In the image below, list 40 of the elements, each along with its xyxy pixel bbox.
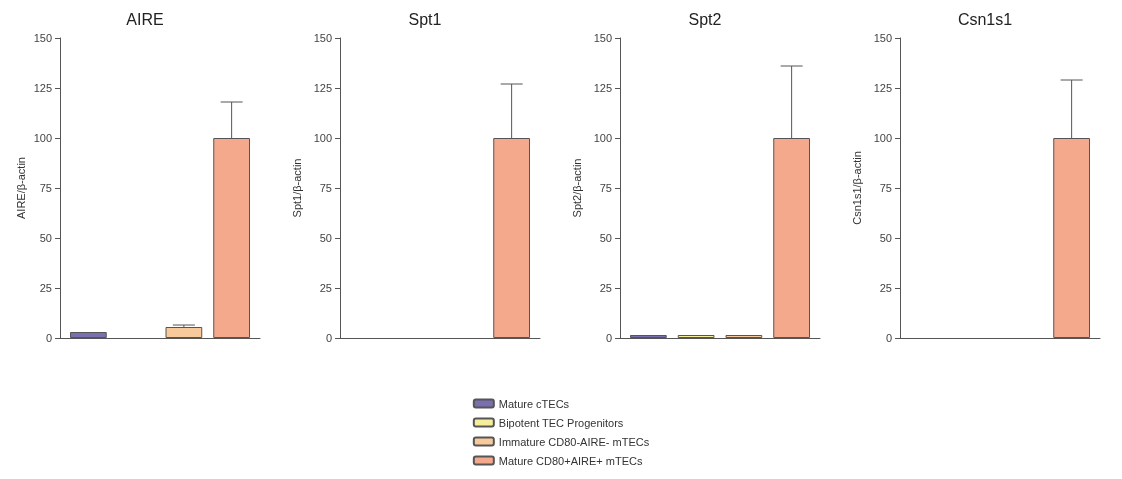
- y-tick-label: 25: [39, 282, 52, 294]
- legend-label: Mature cTECs: [498, 397, 570, 410]
- y-tick-label: 50: [599, 232, 612, 244]
- y-tick-label: 125: [873, 82, 892, 94]
- y-axis-title: AIRE/β-actin: [14, 157, 27, 219]
- y-tick-label: 0: [605, 332, 612, 344]
- chart-title: Spt1: [408, 10, 442, 28]
- y-tick-label: 150: [873, 32, 892, 44]
- y-tick-label: 75: [879, 182, 892, 194]
- y-tick-label: 25: [319, 282, 332, 294]
- legend-label: Bipotent TEC Progenitors: [498, 416, 624, 429]
- y-tick-label: 75: [319, 182, 332, 194]
- y-tick-label: 150: [313, 32, 332, 44]
- legend-label: Mature CD80+AIRE+ mTECs: [498, 454, 643, 467]
- y-axis-title: Csn1s1/β-actin: [851, 151, 864, 225]
- y-tick-label: 100: [873, 132, 892, 144]
- y-tick-label: 125: [313, 82, 332, 94]
- y-axis-title: Spt2/β-actin: [571, 158, 584, 218]
- y-tick-label: 0: [325, 332, 332, 344]
- y-tick-label: 150: [593, 32, 612, 44]
- y-tick-label: 0: [885, 332, 892, 344]
- chart-title: AIRE: [126, 10, 164, 28]
- y-tick-label: 75: [599, 182, 612, 194]
- chart-title: Spt2: [688, 10, 722, 28]
- y-axis-title: Spt1/β-actin: [291, 158, 304, 218]
- y-tick-label: 150: [33, 32, 52, 44]
- y-tick-label: 100: [313, 132, 332, 144]
- y-tick-label: 125: [33, 82, 52, 94]
- y-tick-label: 50: [319, 232, 332, 244]
- y-tick-label: 75: [39, 182, 52, 194]
- legend-label: Immature CD80-AIRE- mTECs: [498, 435, 650, 448]
- y-tick-label: 25: [599, 282, 612, 294]
- y-tick-label: 0: [45, 332, 52, 344]
- y-tick-label: 25: [879, 282, 892, 294]
- chart-title: Csn1s1: [957, 10, 1013, 28]
- y-tick-label: 125: [593, 82, 612, 94]
- y-tick-label: 100: [593, 132, 612, 144]
- y-tick-label: 50: [39, 232, 52, 244]
- y-tick-label: 50: [879, 232, 892, 244]
- y-tick-label: 100: [33, 132, 52, 144]
